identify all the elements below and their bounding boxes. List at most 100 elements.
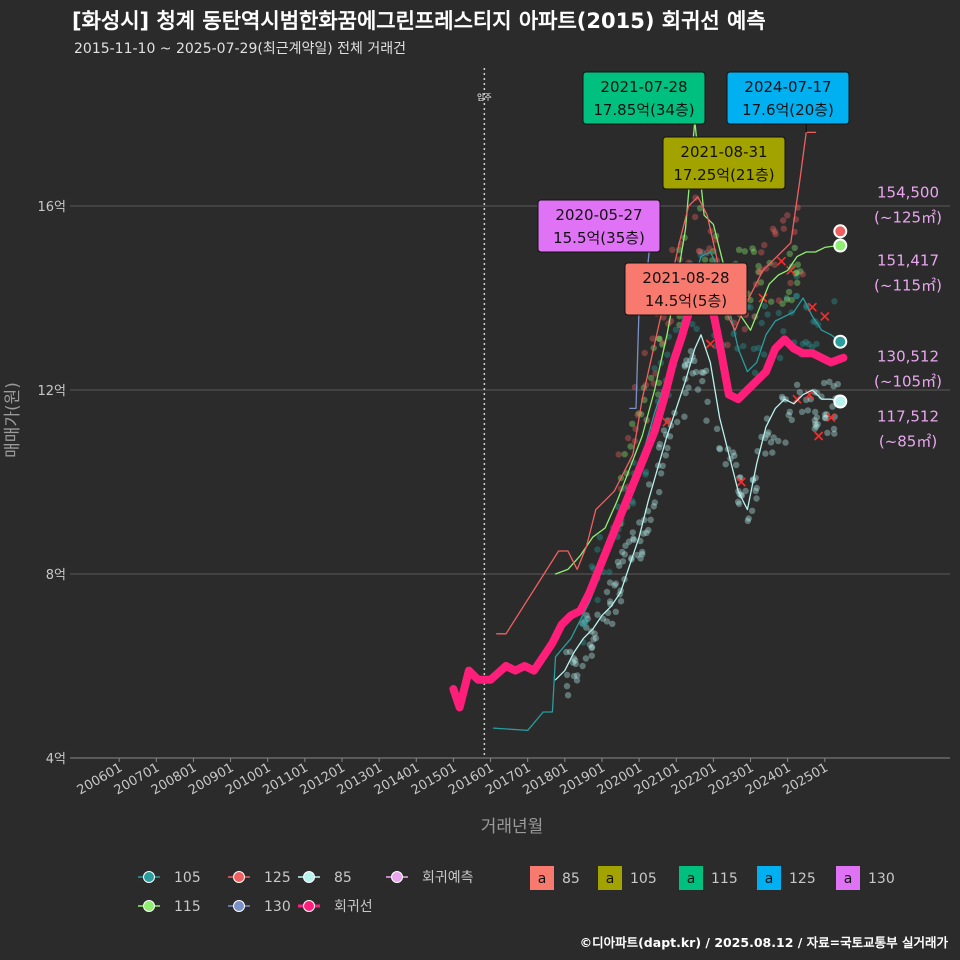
- scatter-point: [630, 535, 637, 542]
- scatter-point: [764, 311, 771, 318]
- scatter-point: [691, 213, 699, 221]
- scatter-point: [691, 357, 698, 365]
- scatter-point: [579, 662, 586, 670]
- scatter-point: [614, 558, 622, 566]
- scatter-point: [687, 348, 695, 355]
- scatter-point: [771, 228, 778, 235]
- scatter-point: [629, 529, 636, 536]
- scatter-point: [751, 369, 759, 376]
- end-marker: [833, 334, 848, 349]
- scatter-point: [566, 648, 574, 655]
- scatter-point: [783, 296, 791, 303]
- scatter-point: [590, 636, 597, 643]
- scatter-point: [813, 414, 820, 421]
- credit-text: ©디아파트(dapt.kr) / 2025.08.12 / 자료=국토교통부 실…: [580, 935, 949, 950]
- scatter-point: [782, 439, 789, 446]
- series-line-s85: [554, 334, 841, 681]
- scatter-point: [612, 608, 619, 615]
- scatter-point: [830, 383, 837, 390]
- scatter-point: [749, 245, 756, 252]
- scatter-point: [692, 368, 700, 376]
- scatter-point: [660, 427, 668, 434]
- scatter-point: [563, 648, 570, 656]
- scatter-point: [666, 433, 674, 440]
- scatter-point: [641, 349, 648, 357]
- scatter-point: [681, 361, 689, 368]
- scatter-point: [694, 386, 702, 393]
- scatter-point: [745, 515, 752, 522]
- scatter-point: [574, 672, 581, 679]
- scatter-point: [629, 500, 637, 507]
- end-area-label: (~85㎡): [879, 433, 937, 451]
- y-tick-label: 4억: [46, 752, 66, 767]
- scatter-point: [741, 248, 748, 255]
- legend-line-label: 회귀예측: [422, 870, 474, 886]
- scatter-point: [704, 398, 711, 405]
- annotation-date: 2021-08-28: [642, 269, 729, 287]
- scatter-point: [812, 420, 819, 428]
- legend-box-label: 130: [868, 871, 895, 887]
- scatter-point: [695, 247, 703, 255]
- scatter-point: [642, 471, 649, 478]
- scatter-point: [758, 249, 765, 256]
- scatter-point: [769, 225, 777, 232]
- scatter-point: [657, 470, 665, 477]
- scatter-point: [755, 344, 762, 352]
- scatter-point: [639, 548, 646, 556]
- scatter-point: [588, 644, 595, 652]
- scatter-point: [822, 414, 829, 421]
- series-line-regression: [449, 275, 848, 712]
- legend-box-label: 105: [630, 871, 657, 887]
- legend-dot-swatch: [143, 900, 155, 912]
- end-price-label: 151,417: [877, 252, 939, 270]
- scatter-point: [692, 194, 699, 201]
- scatter-point: [765, 429, 772, 436]
- cancel-mark: [662, 417, 672, 427]
- scatter-point: [758, 266, 765, 274]
- legend-box-swatch: [836, 866, 860, 890]
- legend-line-label: 85: [334, 870, 352, 886]
- scatter-point: [615, 451, 622, 458]
- scatter-point: [596, 534, 604, 541]
- scatter-point: [656, 335, 663, 343]
- scatter-point: [804, 407, 812, 414]
- scatter-point: [672, 326, 680, 333]
- legend-box-label: 125: [789, 871, 816, 887]
- scatter-point: [784, 212, 791, 219]
- end-markers: 154,500 (~125㎡) 151,417 (~115㎡) 130,512 (~105…: [833, 183, 942, 451]
- scatter-point: [652, 370, 659, 377]
- scatter-point: [793, 381, 801, 388]
- series-line-s125: [496, 131, 817, 635]
- scatter-point: [821, 411, 829, 418]
- scatter-point: [771, 261, 778, 268]
- scatter-point: [778, 393, 786, 401]
- legend-box-swatch: [757, 866, 781, 890]
- scatter-point: [584, 615, 591, 622]
- scatter-point: [606, 598, 614, 605]
- scatter-point: [583, 612, 590, 619]
- x-axis-label: 거래년월: [481, 817, 544, 837]
- scatter-point: [659, 462, 666, 469]
- scatter-point: [603, 618, 611, 625]
- scatter-point: [753, 484, 760, 492]
- legend-box-glyph: a: [606, 871, 615, 887]
- end-price-label: 130,512: [877, 348, 939, 366]
- legend-box-glyph: a: [844, 871, 853, 887]
- scatter-point: [742, 487, 749, 495]
- legend-box-swatch: [530, 866, 554, 890]
- scatter-point: [603, 588, 611, 596]
- scatter-point: [824, 429, 831, 436]
- scatter-point: [793, 273, 800, 280]
- scatter-point: [758, 319, 765, 327]
- scatter-point: [651, 365, 658, 372]
- scatter-point: [780, 225, 787, 232]
- scatter-point: [779, 217, 787, 224]
- scatter-point: [747, 304, 754, 311]
- scatter-point: [750, 248, 758, 255]
- scatter-point: [645, 526, 652, 534]
- chart-title: [화성시] 청계 동탄역시범한화꿈에그린프레스티지 아파트(2015) 회귀선 …: [72, 9, 766, 33]
- scatter-point: [656, 488, 663, 496]
- scatter-point: [729, 449, 737, 456]
- end-marker: [833, 224, 848, 239]
